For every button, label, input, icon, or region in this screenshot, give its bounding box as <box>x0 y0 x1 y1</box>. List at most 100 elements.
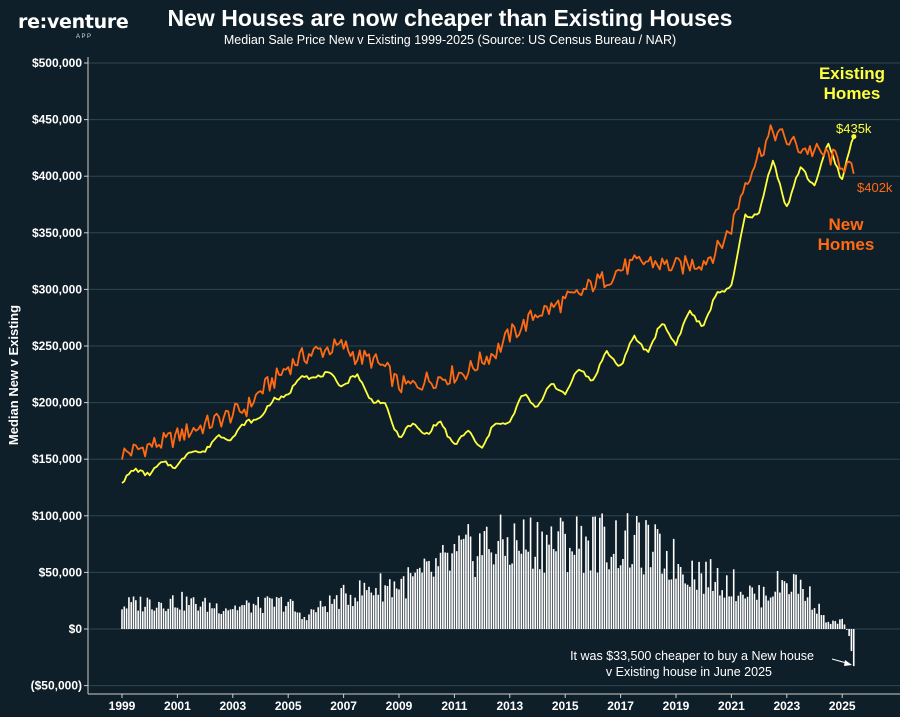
difference-bar <box>488 549 490 629</box>
difference-bar <box>365 590 368 629</box>
difference-bar <box>705 561 707 629</box>
difference-bar <box>252 603 255 629</box>
x-tick-label: 2013 <box>496 699 523 713</box>
difference-bar <box>730 596 733 629</box>
difference-bar <box>541 531 543 629</box>
difference-bar <box>716 568 719 629</box>
difference-bar <box>167 608 169 629</box>
difference-bar <box>642 574 645 629</box>
difference-bar <box>352 606 354 629</box>
difference-bar <box>659 533 661 629</box>
difference-bar <box>827 621 830 629</box>
difference-bar <box>640 567 643 629</box>
difference-bar <box>836 623 839 629</box>
difference-bar <box>663 568 666 629</box>
difference-bar <box>829 623 832 629</box>
difference-bar <box>647 524 650 629</box>
y-axis-label: Median New v Existing <box>6 305 21 445</box>
difference-bar <box>536 522 539 629</box>
new-end-value: $402k <box>857 180 893 195</box>
difference-bar <box>467 524 470 629</box>
difference-bar <box>670 579 673 629</box>
difference-bar <box>760 607 763 629</box>
y-tick-label: ($50,000) <box>31 679 82 693</box>
difference-bar <box>169 598 172 629</box>
difference-bar <box>832 620 834 629</box>
difference-bar <box>158 601 160 629</box>
difference-bar <box>377 594 380 629</box>
difference-bar <box>162 608 165 629</box>
existing-homes-label-line2: Homes <box>824 84 881 103</box>
difference-bar <box>301 619 303 629</box>
difference-bar <box>599 517 601 629</box>
difference-bar <box>693 579 696 629</box>
difference-bar <box>562 521 564 629</box>
difference-bar <box>296 612 299 629</box>
difference-bar <box>305 620 308 629</box>
difference-bar <box>809 586 811 629</box>
difference-bar <box>578 548 580 629</box>
difference-bar <box>779 592 781 629</box>
difference-bar <box>550 526 553 629</box>
difference-bar <box>428 560 430 629</box>
difference-bar <box>241 605 243 629</box>
difference-bar <box>289 599 292 629</box>
difference-bar <box>774 591 777 629</box>
difference-bar <box>626 513 629 629</box>
difference-bar <box>250 612 253 629</box>
x-tick-label: 1999 <box>109 699 136 713</box>
difference-bar <box>370 592 373 629</box>
difference-bar <box>834 621 837 629</box>
difference-bar <box>499 514 502 629</box>
difference-bar <box>511 563 513 629</box>
difference-bar <box>416 569 419 629</box>
difference-bar <box>534 556 536 629</box>
difference-bar <box>333 599 336 629</box>
difference-bar <box>335 595 338 629</box>
difference-bar <box>721 590 723 629</box>
difference-bar <box>631 564 633 629</box>
difference-bar <box>405 598 407 629</box>
difference-bar <box>271 598 273 629</box>
difference-bar <box>439 552 442 629</box>
difference-bar <box>672 538 675 629</box>
difference-bar <box>312 609 315 629</box>
difference-bar <box>686 584 689 629</box>
difference-bar <box>218 613 220 629</box>
difference-bar <box>222 611 225 629</box>
difference-bar <box>391 597 393 629</box>
chart-title: New Houses are now cheaper than Existing… <box>167 5 733 31</box>
difference-bar <box>818 603 820 629</box>
difference-bar <box>700 573 703 629</box>
difference-bar <box>765 595 767 629</box>
difference-bar <box>539 569 541 629</box>
difference-bar <box>799 579 802 629</box>
difference-bar <box>525 549 527 629</box>
difference-bar <box>504 555 506 629</box>
difference-bar <box>395 588 398 629</box>
difference-bar <box>326 612 329 629</box>
x-tick-label: 2019 <box>663 699 690 713</box>
difference-bar <box>225 608 227 629</box>
difference-bars <box>121 513 855 667</box>
difference-bar <box>635 516 638 629</box>
new-homes-label-line2: Homes <box>818 235 875 254</box>
y-tick-label: $150,000 <box>32 452 82 466</box>
difference-bar <box>638 522 640 629</box>
difference-bar <box>610 556 613 629</box>
y-tick-label: $50,000 <box>39 565 83 579</box>
difference-bar <box>781 580 783 629</box>
difference-bar <box>615 520 617 629</box>
new-homes-label-line1: New <box>829 215 865 234</box>
difference-bar <box>278 598 280 629</box>
difference-bar <box>414 572 416 629</box>
difference-bar <box>342 584 345 629</box>
difference-bar <box>469 536 472 629</box>
difference-bar <box>839 619 841 629</box>
difference-bar <box>273 606 276 629</box>
difference-bar <box>846 629 848 630</box>
difference-bar <box>816 613 818 629</box>
difference-bar <box>813 608 816 629</box>
difference-bar <box>806 597 809 629</box>
